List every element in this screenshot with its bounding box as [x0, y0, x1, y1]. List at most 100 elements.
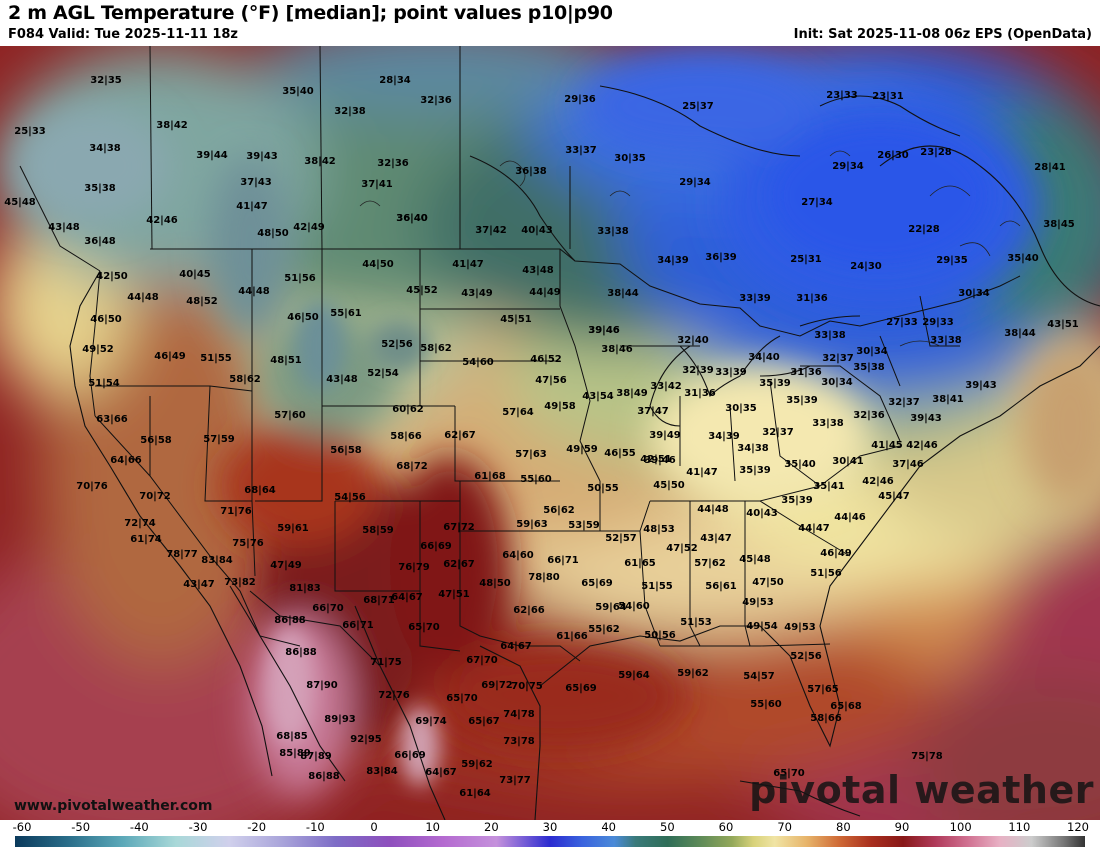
point-value: 56|58	[330, 445, 362, 456]
point-value: 29|33	[922, 317, 954, 328]
point-value: 75|76	[232, 538, 264, 549]
point-value: 57|65	[807, 684, 839, 695]
colorbar-tick-label: 80	[836, 820, 851, 834]
point-value: 47|52	[666, 543, 698, 554]
point-value: 71|76	[220, 506, 252, 517]
point-value: 37|41	[361, 179, 393, 190]
point-value: 55|62	[588, 624, 620, 635]
colorbar-tick-label: 10	[425, 820, 440, 834]
colorbar-tick-label: 30	[542, 820, 558, 834]
point-value: 30|34	[958, 288, 990, 299]
point-value: 78|80	[528, 572, 560, 583]
point-value: 44|48	[238, 286, 270, 297]
point-value: 52|56	[790, 651, 822, 662]
point-value: 64|67	[391, 592, 423, 603]
point-value: 50|55	[587, 483, 619, 494]
point-value: 42|46	[862, 476, 894, 487]
point-value: 32|39	[682, 365, 714, 376]
valid-time: F084 Valid: Tue 2025-11-11 18z	[8, 27, 238, 42]
point-value: 56|62	[543, 505, 575, 516]
point-value: 61|74	[130, 534, 162, 545]
point-value: 74|78	[503, 709, 535, 720]
point-value: 51|56	[810, 568, 842, 579]
point-value: 36|40	[396, 213, 428, 224]
point-value: 42|46	[146, 215, 178, 226]
point-value: 27|33	[886, 317, 918, 328]
point-value: 67|72	[443, 522, 475, 533]
point-value: 65|68	[830, 701, 862, 712]
point-value: 87|89	[300, 751, 332, 762]
point-value: 44|47	[798, 523, 830, 534]
point-value: 65|70	[773, 768, 805, 779]
point-value: 73|77	[499, 775, 531, 786]
point-value: 34|38	[737, 443, 769, 454]
point-value: 62|67	[443, 559, 475, 570]
point-value: 34|39	[657, 255, 689, 266]
point-value: 59|64	[618, 670, 650, 681]
point-value: 86|88	[274, 615, 306, 626]
point-value: 33|38	[597, 226, 629, 237]
point-value: 45|50	[653, 480, 685, 491]
temperature-map[interactable]: 32|35 28|34 35|40 32|36 29|36 25|37 23|33 23|31…	[0, 46, 1100, 820]
point-value: 58|66	[390, 431, 422, 442]
point-value: 43|48	[48, 222, 80, 233]
website-label[interactable]: www.pivotalweather.com	[14, 798, 213, 814]
point-value: 51|55	[641, 581, 673, 592]
point-value: 86|88	[285, 647, 317, 658]
point-value: 34|39	[708, 431, 740, 442]
point-value: 83|84	[201, 555, 233, 566]
point-value: 69|72	[481, 680, 513, 691]
point-value: 33|38	[930, 335, 962, 346]
point-value: 29|34	[832, 161, 864, 172]
point-value: 70|72	[139, 491, 171, 502]
point-value: 58|59	[362, 525, 394, 536]
point-value: 67|70	[466, 655, 498, 666]
map-header: 2 m AGL Temperature (°F) [median]; point…	[0, 0, 1100, 46]
point-value: 54|60	[462, 357, 494, 368]
point-value: 83|84	[366, 766, 398, 777]
point-value: 57|62	[694, 558, 726, 569]
point-value: 30|41	[832, 456, 864, 467]
point-value: 64|66	[110, 455, 142, 466]
point-value: 62|67	[444, 430, 476, 441]
point-value: 59|64	[595, 602, 627, 613]
point-value: 33|39	[739, 293, 771, 304]
point-value: 85|89	[279, 748, 311, 759]
point-value: 23|28	[920, 147, 952, 158]
point-value: 36|48	[84, 236, 116, 247]
point-value: 55|60	[750, 699, 782, 710]
point-value: 35|39	[739, 465, 771, 476]
point-value: 35|41	[813, 481, 845, 492]
point-value: 35|38	[853, 362, 885, 373]
point-value: 71|75	[370, 657, 402, 668]
point-value: 65|69	[565, 683, 597, 694]
point-value: 43|47	[700, 533, 732, 544]
point-value: 26|30	[877, 150, 909, 161]
point-value: 31|36	[796, 293, 828, 304]
point-value: 39|49	[649, 430, 681, 441]
point-value: 35|40	[282, 86, 314, 97]
point-value: 49|53	[784, 622, 816, 633]
point-value: 66|70	[312, 603, 344, 614]
point-value: 22|28	[908, 224, 940, 235]
point-value: 46|55	[604, 448, 636, 459]
colorbar-tick-label: 110	[1008, 820, 1031, 834]
colorbar-tick-label: -20	[247, 820, 267, 834]
point-value: 32|35	[90, 75, 122, 86]
point-value: 47|50	[752, 577, 784, 588]
colorbar-tick-label: 100	[949, 820, 972, 834]
point-value: 36|38	[515, 166, 547, 177]
point-value: 68|72	[396, 461, 428, 472]
point-value: 29|36	[564, 94, 596, 105]
colorbar-gradient	[15, 836, 1085, 847]
point-value: 30|34	[821, 377, 853, 388]
point-value: 72|76	[378, 690, 410, 701]
point-value: 36|39	[705, 252, 737, 263]
point-value: 58|62	[420, 343, 452, 354]
point-value: 47|51	[438, 589, 470, 600]
point-value: 38|42	[304, 156, 336, 167]
point-value: 70|75	[511, 681, 543, 692]
point-value: 51|55	[200, 353, 232, 364]
point-value: 46|52	[530, 354, 562, 365]
point-value: 46|49	[820, 548, 852, 559]
